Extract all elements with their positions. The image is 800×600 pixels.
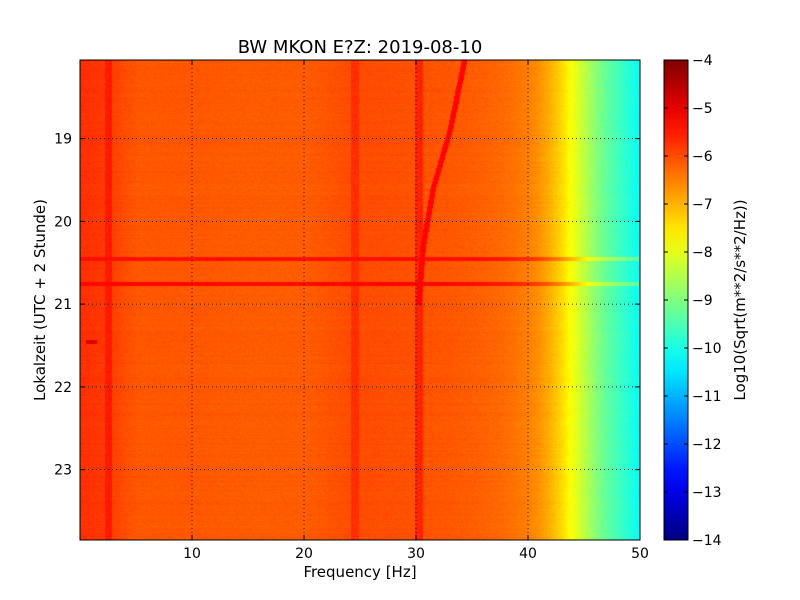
spectrogram-heatmap — [80, 60, 640, 540]
y-axis-label: Lokalzeit (UTC + 2 Stunde) — [31, 199, 49, 401]
y-axis-ticks: 19 20 21 22 23 — [54, 132, 640, 479]
y-tick-label: 20 — [54, 214, 72, 230]
x-tick-label: 50 — [631, 546, 649, 562]
colorbar-tick-label: −14 — [692, 533, 722, 549]
plot-frame — [79, 59, 641, 541]
x-axis-label: Frequency [Hz] — [303, 563, 416, 581]
colorbar-tick-label: −8 — [692, 245, 713, 261]
y-tick-label: 21 — [54, 297, 72, 313]
x-axis-ticks: 10 20 30 40 50 — [183, 60, 649, 562]
y-tick-label: 23 — [54, 463, 72, 479]
colorbar-ticks: −4 −5 −6 −7 −8 −9 −10 −11 −12 −13 −14 — [664, 53, 722, 549]
chart-title: BW MKON E?Z: 2019-08-10 — [238, 37, 483, 58]
colorbar-tick-label: −13 — [692, 485, 722, 501]
colorbar-tick-label: −9 — [692, 293, 713, 309]
x-tick-label: 30 — [407, 546, 425, 562]
colorbar: −4 −5 −6 −7 −8 −9 −10 −11 −12 −13 −14 — [663, 53, 722, 549]
colorbar-tick-label: −11 — [692, 389, 722, 405]
colorbar-tick-label: −5 — [692, 101, 713, 117]
plot-area: 10 20 30 40 50 19 20 21 22 23 — [54, 59, 649, 562]
y-tick-label: 22 — [54, 380, 72, 396]
x-tick-label: 40 — [519, 546, 537, 562]
colorbar-tick-label: −10 — [692, 341, 722, 357]
grid-lines — [80, 60, 640, 540]
colorbar-tick-label: −4 — [692, 53, 713, 69]
colorbar-tick-label: −12 — [692, 437, 722, 453]
y-tick-label: 19 — [54, 132, 72, 148]
colorbar-label: Log10(Sqrt(m**2/s**2/Hz)) — [731, 199, 749, 400]
x-tick-label: 10 — [183, 546, 201, 562]
colorbar-tick-label: −6 — [692, 149, 713, 165]
colorbar-tick-label: −7 — [692, 197, 713, 213]
x-tick-label: 20 — [295, 546, 313, 562]
